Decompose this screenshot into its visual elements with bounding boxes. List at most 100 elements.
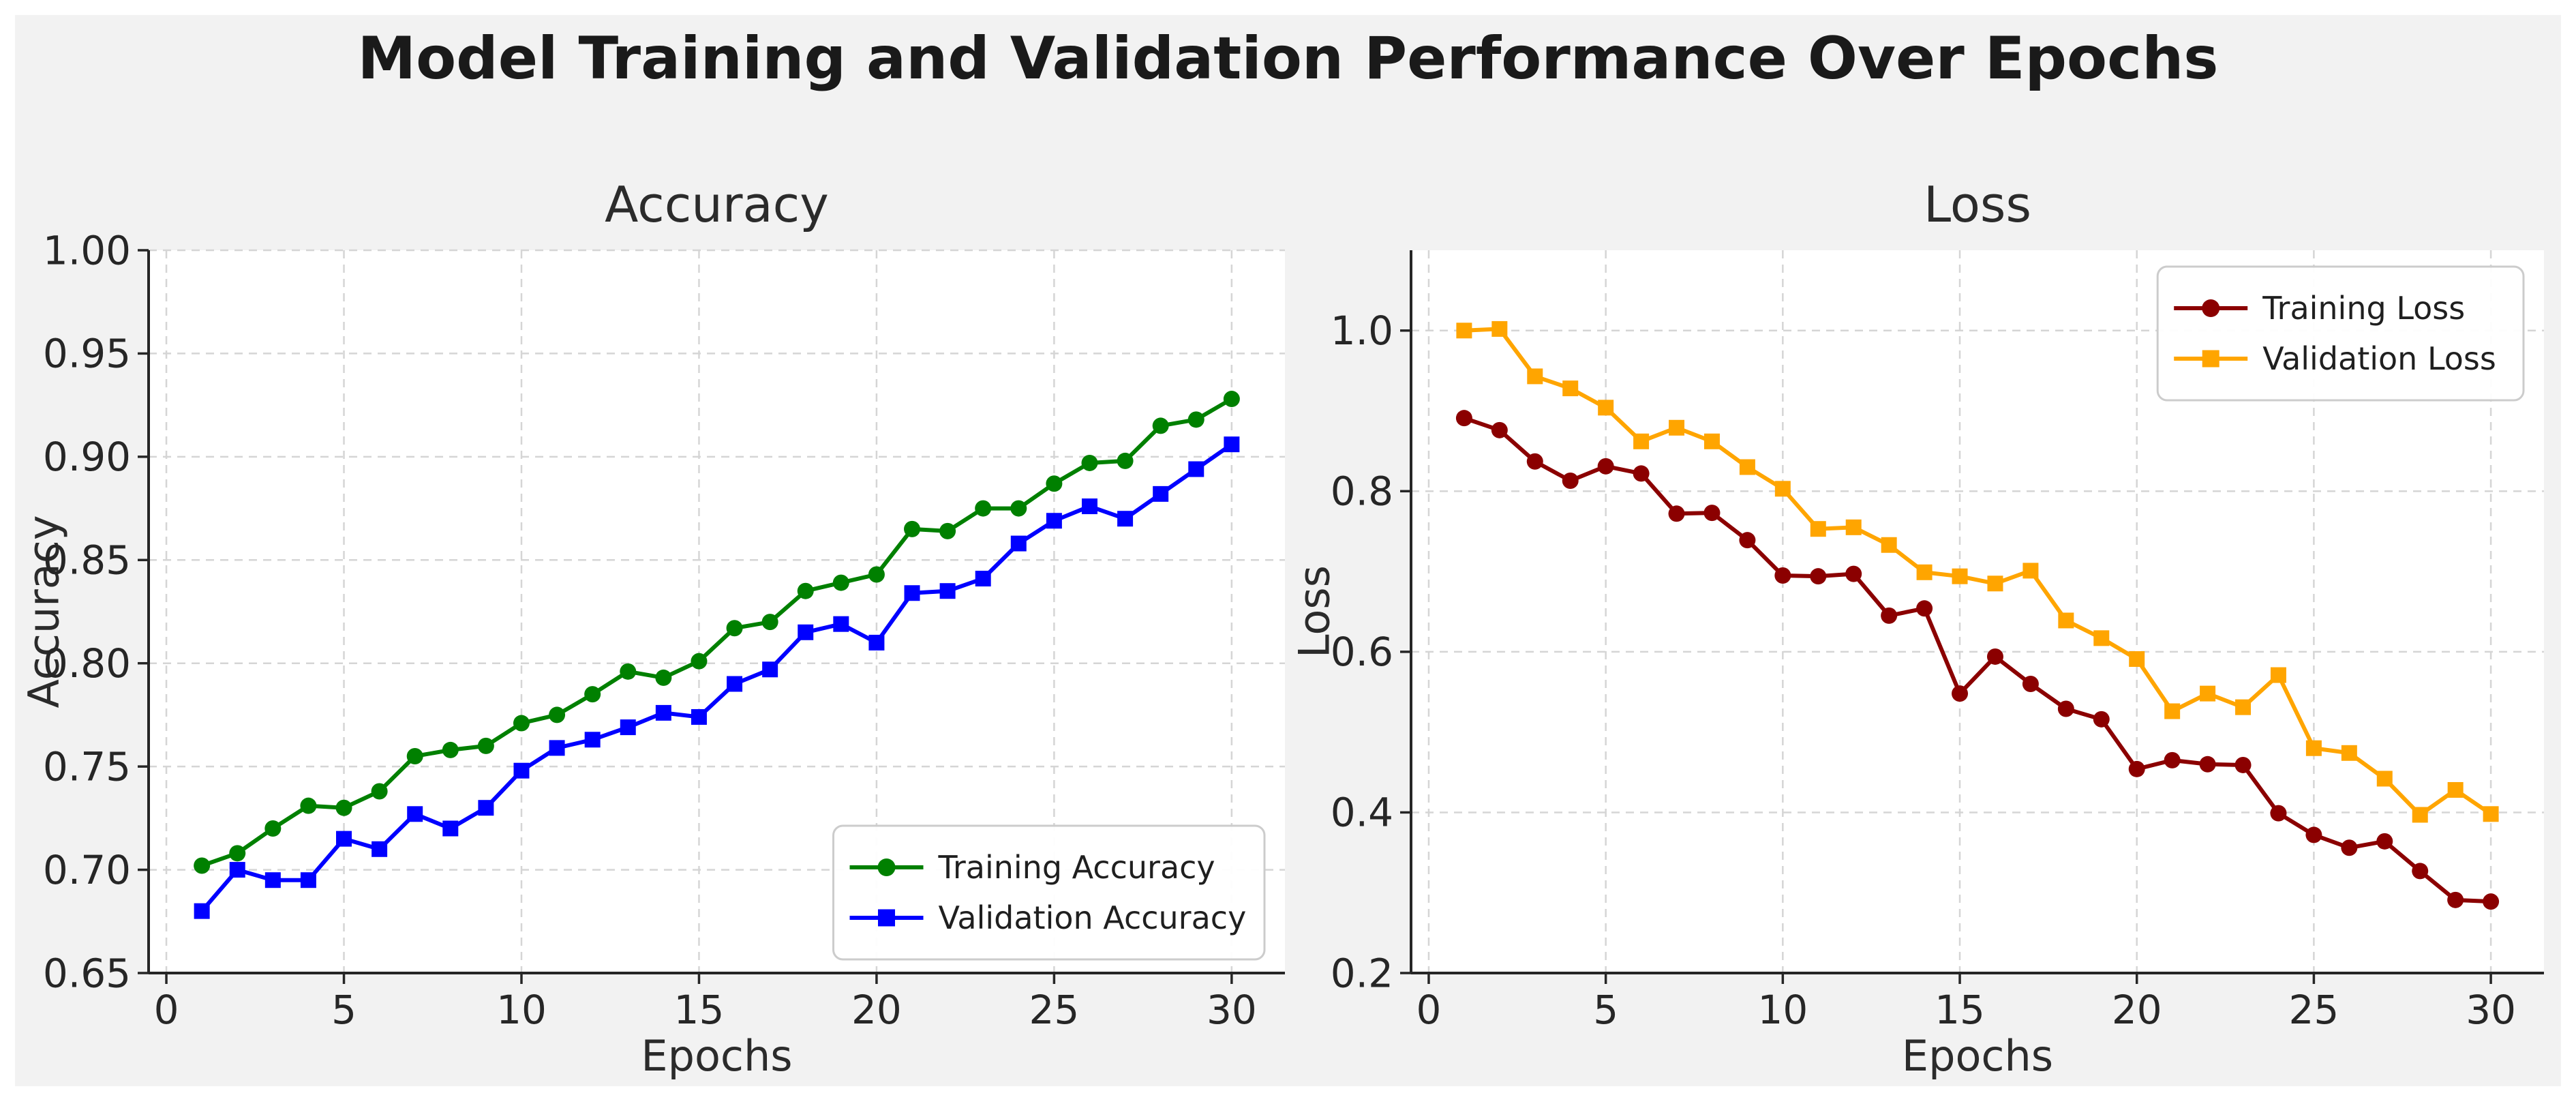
training-accuracy-marker xyxy=(264,820,282,837)
training-loss-marker xyxy=(1633,465,1650,482)
training-accuracy-marker xyxy=(300,797,317,814)
validation-loss-marker xyxy=(1491,320,1508,337)
training-accuracy-marker xyxy=(691,653,708,670)
training-accuracy-marker xyxy=(335,799,352,816)
validation-loss-marker xyxy=(1810,521,1826,537)
training-loss-marker xyxy=(2447,891,2464,908)
training-accuracy-marker xyxy=(1187,411,1204,428)
training-accuracy-marker xyxy=(371,783,388,800)
validation-accuracy-marker xyxy=(939,583,956,599)
validation-loss-marker xyxy=(2376,771,2393,787)
validation-loss-marker xyxy=(1703,433,1720,449)
loss-plot: 0 5 10 15 20 25 30 0.2 0.4 0.6 0.8 1.0 Training Loss… xyxy=(1331,250,2544,1033)
validation-loss-marker xyxy=(2058,612,2074,629)
validation-loss-marker xyxy=(2412,807,2428,823)
y-tick-label: 0.6 xyxy=(1331,629,1393,675)
training-accuracy-marker xyxy=(975,500,992,517)
training-accuracy-marker xyxy=(868,566,885,583)
training-loss-marker xyxy=(1739,532,1756,549)
accuracy-plot: 0 5 10 15 20 25 30 0.65 0.70 0.75 0.80 0.85 0.90 0.95… xyxy=(43,227,1285,1033)
x-tick-label: 20 xyxy=(2112,987,2162,1033)
training-accuracy-marker xyxy=(229,845,246,862)
gridlines xyxy=(149,249,1285,974)
legend-box xyxy=(832,824,1266,961)
training-accuracy-marker xyxy=(1046,475,1063,492)
training-accuracy-marker xyxy=(726,620,743,637)
validation-loss-marker xyxy=(2447,781,2464,798)
validation-accuracy-marker xyxy=(372,841,388,857)
validation-loss-marker xyxy=(2129,651,2145,667)
x-tick-label: 25 xyxy=(2289,987,2339,1033)
training-accuracy-series xyxy=(194,391,1240,874)
validation-accuracy-marker xyxy=(478,800,494,816)
validation-loss-marker xyxy=(2093,630,2110,646)
validation-accuracy-marker xyxy=(1224,436,1240,453)
training-loss-marker xyxy=(1845,565,1862,582)
validation-accuracy-marker xyxy=(300,872,316,888)
training-loss-marker xyxy=(1810,568,1827,585)
validation-loss-marker xyxy=(1881,537,1897,553)
training-loss-marker xyxy=(2164,751,2181,768)
validation-loss-series xyxy=(1456,320,2499,823)
y-tick-label: 0.2 xyxy=(1331,950,1393,996)
training-accuracy-legend-label: Training Accuracy xyxy=(938,849,1215,886)
y-tick-label: 1.00 xyxy=(43,227,131,273)
legend-box xyxy=(2156,265,2525,402)
validation-accuracy-marker xyxy=(584,732,601,748)
validation-accuracy-legend-marker xyxy=(878,909,896,927)
training-accuracy-marker xyxy=(442,741,459,758)
validation-loss-marker xyxy=(1562,380,1579,397)
validation-loss-legend-marker xyxy=(2202,350,2219,368)
training-loss-marker xyxy=(1597,458,1614,475)
training-accuracy-marker xyxy=(620,663,637,680)
y-tick-label: 0.70 xyxy=(43,847,131,893)
training-loss-marker xyxy=(1774,567,1791,584)
training-accuracy-marker xyxy=(584,686,601,703)
training-loss-marker xyxy=(1986,648,2003,665)
training-accuracy-marker xyxy=(194,857,211,874)
training-accuracy-marker xyxy=(1010,500,1027,517)
validation-accuracy-marker xyxy=(762,661,778,678)
validation-accuracy-marker xyxy=(513,762,530,779)
training-loss-marker xyxy=(2128,760,2145,777)
validation-loss-marker xyxy=(2022,563,2039,579)
x-tick-label: 25 xyxy=(1029,987,1079,1033)
training-accuracy-marker xyxy=(513,715,530,732)
training-accuracy-marker xyxy=(549,706,566,723)
validation-loss-marker xyxy=(1456,323,1472,339)
training-loss-marker xyxy=(1952,685,1969,702)
validation-accuracy-marker xyxy=(229,862,245,878)
validation-loss-marker xyxy=(2341,745,2357,761)
training-accuracy-marker xyxy=(797,582,814,599)
training-accuracy-marker xyxy=(904,520,921,537)
validation-accuracy-marker xyxy=(975,571,991,587)
validation-accuracy-marker xyxy=(620,719,636,736)
validation-accuracy-marker xyxy=(194,903,210,919)
training-accuracy-marker xyxy=(477,737,494,754)
validation-accuracy-marker xyxy=(264,872,281,888)
validation-accuracy-marker xyxy=(549,740,565,756)
validation-loss-marker xyxy=(1845,519,1862,535)
training-loss-marker xyxy=(1562,473,1579,490)
validation-accuracy-marker xyxy=(1010,535,1027,552)
validation-loss-marker xyxy=(1739,459,1755,475)
tick-labels: 0 5 10 15 20 25 30 0.65 0.70 0.75 0.80 0.85 0.90 0.95… xyxy=(43,227,1257,1033)
training-loss-marker xyxy=(1881,607,1898,624)
y-tick-label: 0.8 xyxy=(1331,468,1393,515)
x-tick-label: 15 xyxy=(1935,987,1985,1033)
training-loss-marker xyxy=(2412,863,2429,880)
training-loss-marker xyxy=(1526,453,1543,470)
validation-accuracy-marker xyxy=(798,624,814,640)
training-accuracy-marker xyxy=(832,574,849,591)
accuracy-chart-title: Accuracy xyxy=(605,176,829,233)
training-loss-marker xyxy=(2093,711,2110,728)
training-accuracy-marker xyxy=(655,669,672,686)
validation-loss-marker xyxy=(2305,740,2322,756)
x-tick-label: 30 xyxy=(2466,987,2516,1033)
validation-loss-marker xyxy=(1916,564,1933,580)
training-loss-marker xyxy=(2483,893,2500,910)
validation-accuracy-marker xyxy=(1081,498,1097,515)
validation-loss-marker xyxy=(2164,703,2181,719)
validation-accuracy-marker xyxy=(833,616,849,632)
